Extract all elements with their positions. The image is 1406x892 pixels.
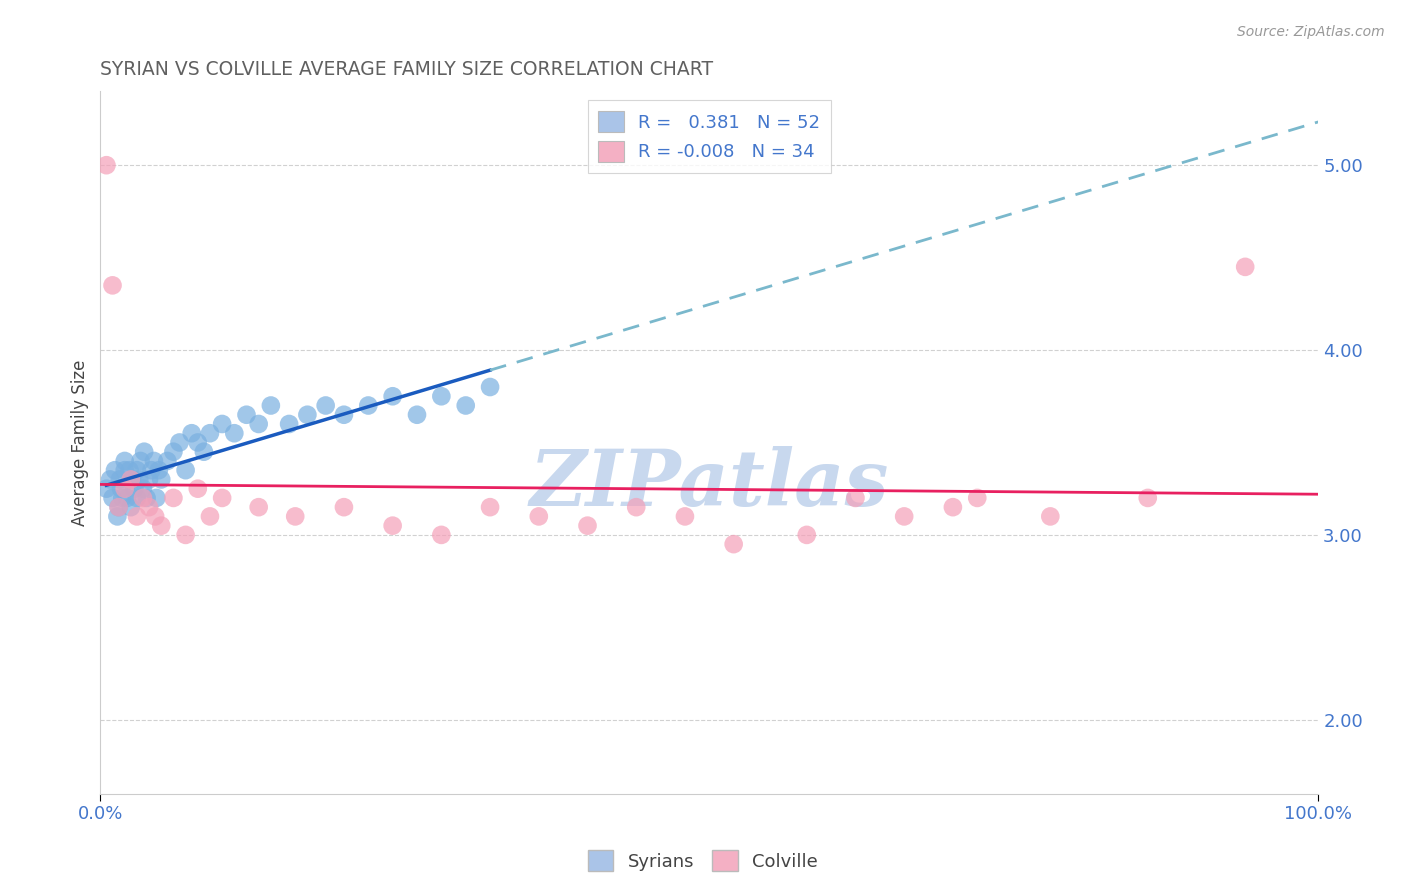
Point [381, 518, 404, 533]
Y-axis label: Average Family Size: Average Family Size [72, 359, 89, 525]
Point [162, 444, 184, 458]
Point [138, 500, 160, 515]
Point [430, 389, 453, 403]
Point [150, 518, 173, 533]
Point [143, 509, 166, 524]
Point [723, 537, 745, 551]
Point [107, 500, 129, 515]
Point [120, 500, 142, 515]
Point [284, 509, 307, 524]
Point [454, 399, 477, 413]
Point [187, 482, 209, 496]
Point [125, 509, 148, 524]
Point [114, 482, 136, 496]
Point [333, 408, 356, 422]
Point [1136, 491, 1159, 505]
Point [145, 491, 167, 505]
Point [174, 463, 197, 477]
Point [120, 472, 142, 486]
Point [141, 463, 163, 477]
Point [110, 482, 132, 496]
Point [626, 500, 648, 515]
Point [844, 491, 866, 505]
Point [162, 491, 184, 505]
Point [134, 444, 156, 458]
Point [107, 509, 129, 524]
Text: SYRIAN VS COLVILLE AVERAGE FAMILY SIZE CORRELATION CHART: SYRIAN VS COLVILLE AVERAGE FAMILY SIZE C… [100, 60, 713, 78]
Point [121, 472, 143, 486]
Point [527, 509, 550, 524]
Point [107, 500, 129, 515]
Point [125, 463, 148, 477]
Legend: Syrians, Colville: Syrians, Colville [581, 843, 825, 879]
Point [150, 472, 173, 486]
Point [101, 491, 124, 505]
Point [211, 417, 233, 431]
Point [247, 500, 270, 515]
Point [132, 491, 155, 505]
Point [180, 426, 202, 441]
Point [129, 454, 152, 468]
Point [479, 500, 502, 515]
Point [108, 472, 131, 486]
Point [796, 528, 818, 542]
Point [148, 463, 170, 477]
Point [406, 408, 429, 422]
Point [479, 380, 502, 394]
Point [966, 491, 988, 505]
Point [297, 408, 319, 422]
Point [169, 435, 191, 450]
Point [104, 463, 127, 477]
Point [187, 435, 209, 450]
Point [124, 482, 146, 496]
Point [132, 482, 155, 496]
Point [198, 509, 221, 524]
Point [101, 278, 124, 293]
Point [111, 491, 134, 505]
Point [211, 491, 233, 505]
Text: ZIPatlas: ZIPatlas [530, 446, 889, 523]
Legend: R =   0.381   N = 52, R = -0.008   N = 34: R = 0.381 N = 52, R = -0.008 N = 34 [588, 100, 831, 173]
Point [114, 454, 136, 468]
Text: Source: ZipAtlas.com: Source: ZipAtlas.com [1237, 25, 1385, 39]
Point [193, 444, 215, 458]
Point [430, 528, 453, 542]
Point [115, 491, 138, 505]
Point [156, 454, 179, 468]
Point [142, 454, 165, 468]
Point [235, 408, 257, 422]
Point [381, 389, 404, 403]
Point [98, 472, 121, 486]
Point [128, 472, 150, 486]
Point [135, 491, 157, 505]
Point [224, 426, 246, 441]
Point [138, 472, 160, 486]
Point [96, 482, 118, 496]
Point [198, 426, 221, 441]
Point [247, 417, 270, 431]
Point [315, 399, 337, 413]
Point [174, 528, 197, 542]
Point [357, 399, 380, 413]
Point [114, 463, 136, 477]
Point [893, 509, 915, 524]
Point [278, 417, 301, 431]
Point [333, 500, 356, 515]
Point [576, 518, 599, 533]
Point [1039, 509, 1062, 524]
Point [1234, 260, 1257, 274]
Point [96, 158, 118, 172]
Point [942, 500, 965, 515]
Point [673, 509, 696, 524]
Point [125, 491, 148, 505]
Point [118, 463, 141, 477]
Point [260, 399, 283, 413]
